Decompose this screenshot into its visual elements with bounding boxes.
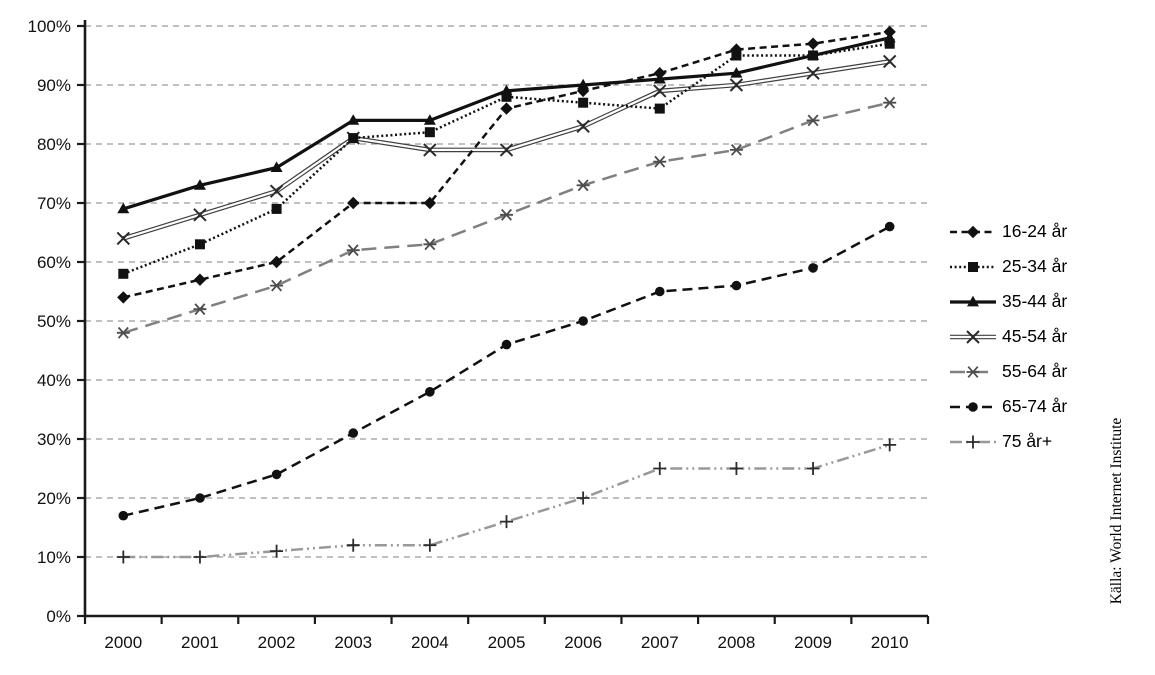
legend-label: 45-54 år bbox=[1002, 326, 1068, 346]
series-line-55-64-r bbox=[122, 101, 890, 334]
y-tick-label: 60% bbox=[37, 253, 71, 272]
legend-symbol-35-44-r bbox=[950, 295, 996, 306]
series-markers-75-r bbox=[116, 438, 897, 564]
legend-item-55-64-r: 55-64 år bbox=[948, 354, 1067, 389]
y-tick-label: 90% bbox=[37, 76, 71, 95]
series-markers-55-64-r bbox=[116, 96, 897, 339]
series-line-35-44-r bbox=[122, 36, 891, 211]
legend-symbol-65-74-r bbox=[950, 401, 996, 412]
legend-symbol-55-64-r bbox=[950, 365, 996, 378]
legend-item-35-44-r: 35-44 år bbox=[948, 284, 1067, 319]
series-markers-65-74-r bbox=[118, 221, 895, 521]
y-tick-label: 30% bbox=[37, 430, 71, 449]
x-tick-label: 2003 bbox=[334, 633, 372, 652]
x-tick-label: 2002 bbox=[258, 633, 296, 652]
legend-item-75-r: 75 år+ bbox=[948, 424, 1067, 459]
series-markers-35-44-r bbox=[117, 31, 896, 214]
y-axis-labels: 0% 10% 20% 30% 40% 50% 60% 70% 80% 90% 100% bbox=[28, 17, 71, 626]
legend-item-65-74-r: 65-74 år bbox=[948, 389, 1067, 424]
legend-symbol-45-54-r bbox=[950, 329, 996, 344]
x-tick-label: 2000 bbox=[104, 633, 142, 652]
x-tick-label: 2007 bbox=[641, 633, 679, 652]
legend-label: 55-64 år bbox=[1002, 361, 1068, 381]
legend-label: 75 år+ bbox=[1002, 431, 1053, 451]
axes bbox=[77, 20, 930, 624]
x-axis-labels: 2000 2001 2002 2003 2004 2005 2006 2007 2008 2009… bbox=[104, 633, 908, 652]
series-line-75-r bbox=[123, 443, 891, 559]
y-tick-label: 40% bbox=[37, 371, 71, 390]
legend-item-16-24-r: 16-24 år bbox=[948, 214, 1067, 249]
y-tick-label: 10% bbox=[37, 548, 71, 567]
x-tick-label: 2009 bbox=[794, 633, 832, 652]
source-caption: Källa: World Internet Institute bbox=[1108, 417, 1125, 605]
x-tick-label: 2006 bbox=[564, 633, 602, 652]
y-tick-label: 100% bbox=[28, 17, 71, 36]
series-line-16-24-r bbox=[123, 30, 890, 299]
series-line-25-34-r bbox=[122, 42, 890, 275]
y-tick-label: 50% bbox=[37, 312, 71, 331]
x-tick-label: 2008 bbox=[717, 633, 755, 652]
series-markers-25-34-r bbox=[118, 38, 895, 279]
x-tick-label: 2004 bbox=[411, 633, 449, 652]
chart-legend: 16-24 år 25-34 år 35-44 år 45-54 år 55-64 år… bbox=[948, 214, 1067, 459]
legend-symbol-75-r bbox=[950, 435, 996, 448]
legend-item-25-34-r: 25-34 år bbox=[948, 249, 1067, 284]
y-tick-label: 20% bbox=[37, 489, 71, 508]
legend-symbol-16-24-r bbox=[950, 225, 996, 238]
gridlines bbox=[85, 25, 928, 558]
y-tick-label: 70% bbox=[37, 194, 71, 213]
legend-label: 65-74 år bbox=[1002, 396, 1068, 416]
legend-label: 25-34 år bbox=[1002, 256, 1068, 276]
legend-symbol-25-34-r bbox=[950, 261, 996, 272]
y-tick-label: 80% bbox=[37, 135, 71, 154]
x-tick-label: 2001 bbox=[181, 633, 219, 652]
y-tick-label: 0% bbox=[46, 607, 71, 626]
x-tick-label: 2005 bbox=[488, 633, 526, 652]
legend-item-45-54-r: 45-54 år bbox=[948, 319, 1067, 354]
x-tick-label: 2010 bbox=[871, 633, 909, 652]
legend-label: 16-24 år bbox=[1002, 221, 1068, 241]
legend-label: 35-44 år bbox=[1002, 291, 1068, 311]
